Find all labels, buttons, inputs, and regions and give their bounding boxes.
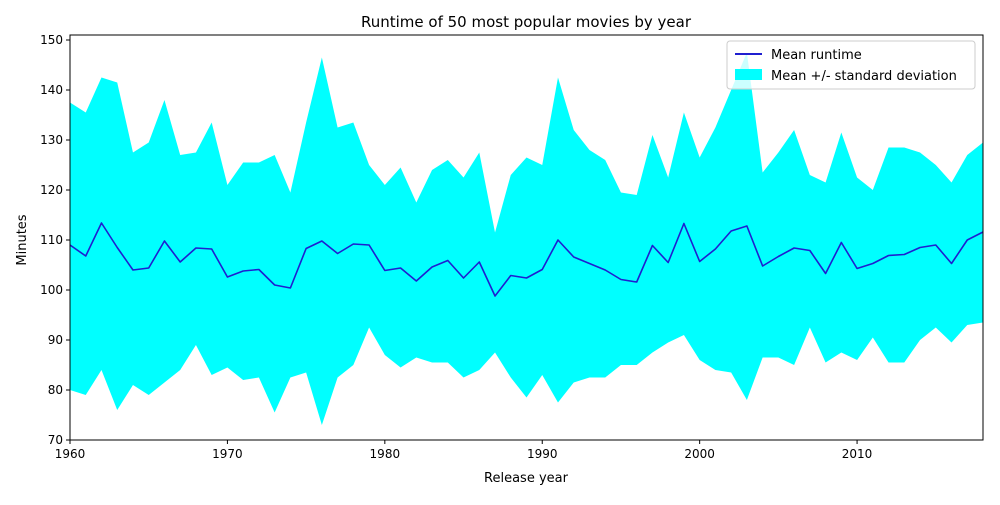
y-tick-label: 70	[48, 433, 63, 447]
x-axis-title: Release year	[484, 471, 569, 486]
legend-label-mean: Mean runtime	[771, 48, 862, 63]
x-tick-label: 1990	[527, 447, 558, 461]
legend-band-swatch	[735, 69, 762, 80]
y-axis: 70 80 90 100 110 120 130 140 150	[40, 33, 70, 447]
mean-runtime-line	[69, 222, 984, 297]
y-tick-label: 140	[40, 83, 63, 97]
std-band-area	[70, 52, 983, 425]
x-tick-label: 2010	[842, 447, 873, 461]
y-tick-label: 80	[48, 383, 63, 397]
y-tick-label: 120	[40, 183, 63, 197]
y-tick-label: 150	[40, 33, 63, 47]
legend-label-band: Mean +/- standard deviation	[771, 69, 957, 84]
x-tick-label: 2000	[684, 447, 715, 461]
x-axis: 1960 1970 1980 1990 2000 2010	[55, 440, 873, 461]
x-tick-label: 1980	[370, 447, 401, 461]
chart-title: Runtime of 50 most popular movies by yea…	[361, 13, 692, 31]
y-axis-title: Minutes	[15, 214, 30, 265]
y-tick-label: 110	[40, 233, 63, 247]
legend: Mean runtime Mean +/- standard deviation	[726, 40, 976, 90]
y-tick-label: 90	[48, 333, 63, 347]
y-tick-label: 130	[40, 133, 63, 147]
x-tick-label: 1970	[212, 447, 243, 461]
x-tick-label: 1960	[55, 447, 86, 461]
legend-box	[726, 40, 976, 90]
y-tick-label: 100	[40, 283, 63, 297]
plot-area-frame	[69, 34, 984, 441]
